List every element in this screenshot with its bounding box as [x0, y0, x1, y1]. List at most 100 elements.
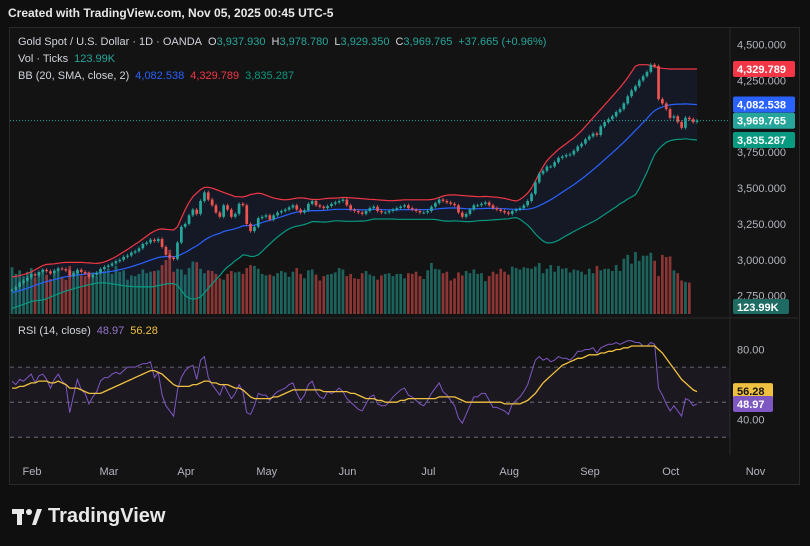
candle-body [668, 109, 672, 118]
volume-bar [353, 278, 356, 314]
candle-body [395, 208, 399, 210]
volume-bar [53, 273, 56, 314]
volume-bar [87, 271, 91, 314]
candle-body [230, 209, 233, 217]
volume-bar [33, 277, 37, 314]
candle-body [422, 212, 426, 214]
candle-body [572, 150, 576, 155]
symbol-label: Gold Spot / U.S. Dollar · 1D · OANDA [18, 36, 202, 48]
candle-body [418, 211, 422, 213]
volume-bar [514, 268, 518, 314]
candle-body [587, 136, 591, 140]
price-tick-label: 3,750.000 [737, 147, 786, 159]
candle-body [141, 244, 145, 249]
volume-bar [491, 271, 495, 314]
candle-body [318, 205, 322, 207]
volume-bar [410, 273, 414, 314]
candle-body [383, 212, 387, 214]
candle-body [283, 209, 287, 211]
candle-body [649, 64, 653, 72]
price-tick-label: 3,000.000 [737, 255, 786, 267]
chart-frame[interactable]: Gold Spot / U.S. Dollar · 1D · OANDA O3,9… [9, 27, 800, 485]
volume-bar [299, 273, 302, 314]
volume-bar [168, 249, 172, 314]
candle-body [376, 206, 379, 211]
brand-name: TradingView [48, 505, 166, 527]
candle-body [380, 211, 383, 213]
volume-bar [653, 260, 656, 314]
volume-bar [614, 265, 618, 314]
price-tick-label: 3,250.000 [737, 219, 786, 231]
volume-bar [453, 278, 456, 314]
candle-body [503, 211, 506, 213]
volume-bar [214, 273, 218, 314]
volume-bar [345, 276, 349, 314]
candle-body [518, 208, 522, 210]
volume-bar [564, 268, 568, 314]
volume-bar [441, 273, 445, 314]
volume-bar [637, 260, 641, 314]
price-label-tag [733, 61, 795, 77]
volume-bar [541, 273, 545, 314]
volume-bar [314, 274, 318, 314]
volume-bar [222, 279, 225, 314]
volume-bar [264, 275, 268, 314]
volume-bar [487, 276, 491, 314]
volume-bar [657, 276, 660, 314]
volume-value: 123.99K [74, 53, 116, 65]
candle-body [203, 192, 206, 201]
volume-bar [630, 263, 633, 314]
volume-bar [372, 276, 376, 314]
volume-bar [164, 260, 168, 314]
candle-body [133, 251, 137, 253]
volume-bar [568, 272, 572, 314]
volume-bar [561, 268, 564, 314]
candle-body [599, 126, 603, 135]
volume-bar [584, 274, 587, 314]
bb-lower-line [11, 138, 698, 310]
volume-bar [118, 271, 122, 314]
volume-bar [341, 269, 345, 314]
candle-body [364, 211, 368, 214]
volume-bar [387, 273, 391, 314]
candle-body [676, 116, 680, 122]
volume-bar [472, 269, 476, 314]
volume-bar [99, 269, 102, 314]
rsi-tick-label: 80.00 [737, 345, 765, 357]
candle-body [449, 202, 453, 204]
volume-bar [383, 273, 387, 314]
rsi-ma-line [12, 345, 698, 405]
candle-body [280, 211, 283, 213]
open-label: O [208, 36, 217, 48]
price-tick-label: 4,250.000 [737, 76, 786, 88]
candle-body [526, 201, 529, 206]
candle-body [79, 269, 83, 272]
candle-body [333, 202, 337, 204]
price-label-tag [733, 96, 795, 113]
candle-body [464, 213, 468, 217]
candle-body [557, 157, 560, 163]
volume-bar [649, 252, 653, 315]
candle-body [611, 116, 614, 120]
rsi-label-text: 56.28 [737, 386, 765, 398]
candle-body [580, 143, 583, 147]
volume-bar [153, 271, 156, 314]
candle-body [210, 199, 214, 206]
candle-body [122, 256, 125, 260]
volume-bar [22, 276, 25, 314]
volume-bar [241, 273, 245, 314]
bb-basis-value: 4,082.538 [135, 70, 185, 82]
candle-body [534, 182, 537, 194]
bb-upper-line [11, 64, 697, 278]
candle-body [460, 212, 464, 217]
candle-body [368, 208, 372, 211]
candle-body [214, 205, 218, 213]
candle-body [410, 208, 414, 210]
volume-bar [591, 273, 595, 314]
volume-bar [37, 272, 41, 314]
candle-body [99, 269, 102, 273]
x-tick-label: Feb [23, 466, 42, 478]
volume-bar [280, 271, 283, 314]
candle-body [445, 201, 449, 203]
volume-bar [256, 268, 260, 314]
